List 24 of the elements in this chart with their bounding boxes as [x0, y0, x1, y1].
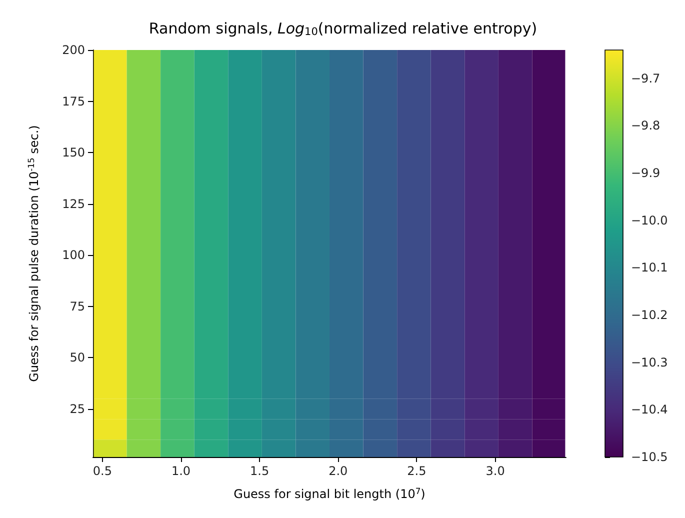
color-bar-label: −9.7 [631, 71, 660, 86]
x-tick-label: 1.5 [250, 464, 270, 478]
y-axis-title: Guess for signal pulse duration (10-15 sec.) [26, 125, 41, 382]
color-bar-label: −10.1 [631, 260, 668, 275]
y-tick-label: 100 [62, 248, 85, 262]
color-bar-label: −10.3 [631, 355, 668, 370]
x-tick-label: 3.0 [486, 464, 505, 478]
color-bar-label: −9.8 [631, 118, 660, 133]
x-tick-label: 2.5 [407, 464, 426, 478]
color-bar-label: −10.4 [631, 402, 668, 417]
x-tick-label: 0.5 [92, 464, 112, 478]
color-bar-label: −10.2 [631, 308, 668, 322]
y-tick-label: 150 [62, 146, 85, 160]
y-tick-label: 175 [62, 94, 85, 108]
x-tick-label: 1.0 [171, 464, 191, 478]
x-tick-label: 2.0 [328, 464, 348, 478]
color-bar-label: −9.9 [631, 166, 660, 180]
color-bar-label: −10.5 [631, 450, 668, 464]
y-tick-label: 75 [70, 299, 85, 314]
y-tick-label: 25 [70, 402, 85, 416]
y-tick-label: 200 [62, 43, 85, 57]
y-tick-label: 50 [70, 350, 85, 365]
y-tick-label: 125 [62, 196, 85, 211]
color-bar-label: −10.0 [631, 213, 668, 228]
